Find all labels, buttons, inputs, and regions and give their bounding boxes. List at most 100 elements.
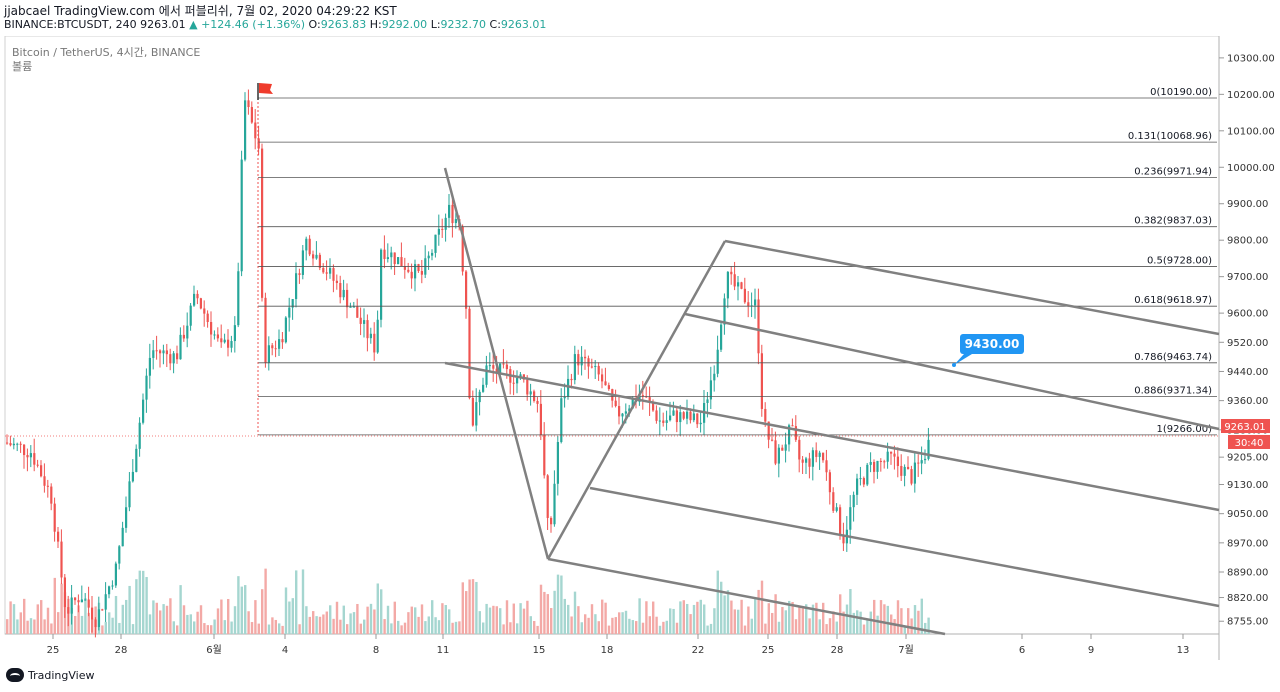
candle-body xyxy=(33,453,36,465)
volume-bar xyxy=(403,622,407,634)
volume-bar xyxy=(505,600,509,634)
volume-bar xyxy=(305,606,308,634)
channel-line xyxy=(547,557,946,636)
volume-bar xyxy=(648,616,651,634)
candle-body xyxy=(77,600,80,603)
candle-body xyxy=(159,350,162,354)
price-callout[interactable]: 9430.00 xyxy=(952,334,1024,367)
x-tick-label: 25 xyxy=(47,645,60,656)
volume-bar xyxy=(611,617,614,634)
candle-body xyxy=(101,609,104,611)
volume-bar xyxy=(828,618,832,634)
candle-body xyxy=(828,472,831,493)
volume-bar xyxy=(682,600,685,634)
candle-body xyxy=(111,585,114,587)
candle-body xyxy=(288,307,291,318)
volume-bar xyxy=(19,612,22,634)
candle-body xyxy=(461,226,464,272)
volume-bar xyxy=(46,607,50,634)
volume-bar xyxy=(165,605,169,634)
candle-body xyxy=(777,447,780,464)
candle-body xyxy=(737,282,740,287)
volume-bar xyxy=(754,599,757,634)
candle-body xyxy=(570,378,573,381)
volume-bar xyxy=(366,606,369,634)
candle-body xyxy=(648,397,651,403)
volume-bar xyxy=(267,624,271,634)
candle-body xyxy=(740,282,743,289)
volume-bar xyxy=(386,605,390,634)
volume-bar xyxy=(675,622,679,634)
volume-bar xyxy=(203,623,206,634)
time-axis-labels: 25 28 6월 4 8 11 15 18 22 25 28 7월 6 9 13 xyxy=(47,634,1189,656)
candle-body xyxy=(492,365,495,369)
candle-body xyxy=(784,444,787,451)
volume-bar xyxy=(135,579,138,634)
candle-body xyxy=(176,353,179,360)
volume-bar xyxy=(570,616,573,634)
candle-body xyxy=(512,382,515,384)
candle-body xyxy=(363,320,366,324)
trend-channels[interactable] xyxy=(443,167,1220,636)
volume-bar xyxy=(652,601,655,634)
volume-bar xyxy=(556,574,560,634)
open-label: O: xyxy=(308,18,321,31)
volume-bar xyxy=(189,614,192,634)
volume-bar xyxy=(424,621,427,634)
candle-body xyxy=(12,443,15,446)
volume-bar xyxy=(220,599,223,634)
volume-bar xyxy=(703,604,706,634)
y-tick-label: 10100.00 xyxy=(1227,126,1275,137)
flag-icon[interactable] xyxy=(257,83,273,100)
candle-body xyxy=(138,422,141,449)
candle-body xyxy=(284,317,287,343)
volume-bar xyxy=(798,606,801,634)
volume-bar xyxy=(805,604,808,634)
volume-bar xyxy=(274,619,277,634)
x-tick-label: 6월 xyxy=(206,644,222,656)
candle-body xyxy=(118,546,121,564)
candle-body xyxy=(662,420,665,423)
volume-bar xyxy=(927,617,930,634)
volume-bar xyxy=(910,618,913,634)
volume-bar xyxy=(743,625,747,634)
candle-body xyxy=(658,420,661,422)
volume-bar xyxy=(604,602,607,634)
volume-bar xyxy=(329,605,332,634)
volume-bar xyxy=(614,617,617,634)
candle-body xyxy=(815,450,818,457)
candle-body xyxy=(580,356,583,366)
volume-bar xyxy=(410,606,413,634)
x-tick-label: 28 xyxy=(831,645,844,656)
price-chart[interactable]: 0(10190.00) 0.131(10068.96) 0.236(9971.94)… xyxy=(0,36,1280,660)
volume-bar xyxy=(359,623,362,634)
volume-bar xyxy=(706,625,709,634)
candle-body xyxy=(665,420,668,423)
candle-body xyxy=(454,219,457,224)
volume-bar xyxy=(210,625,213,634)
volume-bar xyxy=(597,621,600,634)
volume-bar xyxy=(301,569,305,634)
candle-body xyxy=(223,339,226,343)
candle-body xyxy=(346,289,349,308)
volume-bar xyxy=(842,611,845,634)
volume-bar xyxy=(465,591,468,634)
candle-body xyxy=(495,368,498,374)
candle-body xyxy=(179,334,182,360)
fib-level-label: 0.131(10068.96) xyxy=(1128,131,1212,142)
candle-body xyxy=(832,492,835,511)
candle-body xyxy=(675,410,678,423)
volume-bar xyxy=(635,621,638,634)
fib-retracement[interactable]: 0(10190.00) 0.131(10068.96) 0.236(9971.94)… xyxy=(5,87,1219,437)
candle-body xyxy=(747,302,750,307)
volume-bar xyxy=(159,610,162,634)
candle-body xyxy=(410,271,413,279)
volume-bar xyxy=(482,622,485,634)
volume-bar xyxy=(50,623,53,634)
candle-body xyxy=(686,411,689,419)
candle-body xyxy=(203,308,206,314)
volume-bar xyxy=(383,619,386,634)
volume-bar xyxy=(686,603,689,634)
volume-bar xyxy=(427,616,430,634)
volume-bar xyxy=(577,606,580,634)
